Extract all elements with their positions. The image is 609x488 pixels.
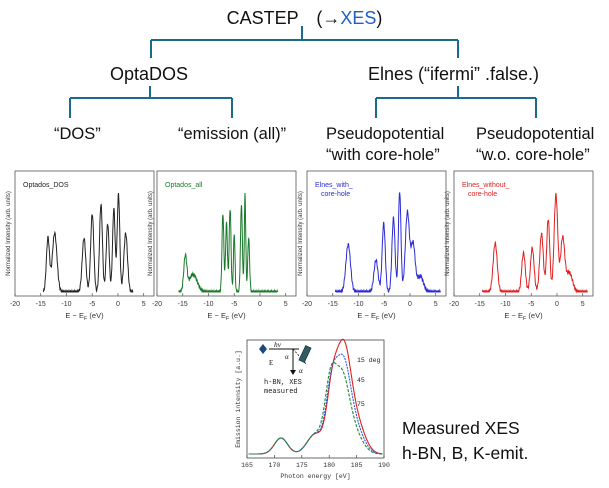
connector-root [150, 26, 459, 58]
measured-x-tick-label: 180 [323, 462, 335, 469]
hv-label: hv [274, 340, 282, 349]
angle-label-75: 75 [357, 401, 365, 408]
x-tick-label: -5 [528, 301, 534, 308]
measured-y-label: Emission intensity [a.u.] [235, 350, 242, 448]
panel-frame [306, 170, 447, 297]
x-tick-label: -20 [152, 301, 162, 308]
measured-x-tick-label: 190 [378, 462, 390, 469]
panel-3: -20 -15 -10 -5 0 5 E − EF (eV) Normalized Inten… [298, 170, 447, 322]
x-tick-label: -15 [475, 301, 485, 308]
panel-1: -20 -15 -10 -5 0 5 E − EF (eV) Normalized Inten… [6, 170, 155, 322]
x-tick-label: -5 [231, 301, 237, 308]
measured-x-tick-label: 175 [296, 462, 308, 469]
x-tick-label: 0 [408, 301, 412, 308]
measured-chart: 165 170 175 180 185 190 Photon energy [eV] Emis… [235, 338, 390, 480]
x-tick-label: 5 [581, 301, 585, 308]
panel-frame [453, 170, 594, 297]
x-tick-label: -5 [381, 301, 387, 308]
x-tick-label: 0 [116, 301, 120, 308]
sample-label-line1: h-BN, XES [264, 379, 302, 387]
x-tick-label: 0 [258, 301, 262, 308]
measured-series-3 [248, 362, 383, 455]
measured-x-tick-label: 165 [241, 462, 253, 469]
connector-lines [69, 26, 537, 118]
spectrum-curve [334, 191, 441, 294]
y-axis-label: Normalized Intensity (arb. units) [445, 191, 451, 276]
x-tick-label: 5 [284, 301, 288, 308]
panel-legend-line2: core-hole [468, 191, 497, 198]
x-tick-label: -10 [353, 301, 363, 308]
measured-x-label: Photon energy [eV] [280, 473, 350, 480]
optados-label: OptaDOS [110, 64, 189, 84]
x-tick-label: -20 [302, 301, 312, 308]
spectrum-curve [178, 192, 279, 294]
leaf-with-corehole-line1: Pseudopotential [326, 125, 445, 143]
x-tick-label: -10 [500, 301, 510, 308]
elnes-label: Elnes (“ifermi” .false.) [368, 64, 540, 84]
y-axis-label: Normalized Intensity (arb. units) [6, 191, 12, 276]
root-title: CASTEP (→XES) [226, 8, 383, 28]
alpha-label: α [285, 353, 289, 361]
x-tick-label: 0 [555, 301, 559, 308]
leaf-without-corehole-line1: Pseudopotential [476, 125, 595, 143]
x-axis-label: E − EF (eV) [207, 311, 246, 322]
leaf-with-corehole-line2: “with core-hole” [326, 146, 440, 164]
connector-elnes [375, 86, 537, 118]
panel-legend-line2: core-hole [321, 191, 350, 198]
x-tick-label: -10 [203, 301, 213, 308]
x-tick-label: 5 [434, 301, 438, 308]
geometry-inset: hv Eα α [259, 340, 312, 375]
sample-label-line2: measured [264, 388, 298, 396]
leaf-without-corehole-line2: “w.o. core-hole” [476, 146, 590, 164]
measured-series-2 [248, 353, 383, 455]
y-axis-label: Normalized Intensity (arb. units) [148, 191, 154, 276]
leaf-emission: “emission (all)” [178, 125, 287, 143]
alpha-label-2: α [299, 367, 303, 375]
x-tick-label: -20 [449, 301, 459, 308]
x-tick-label: -10 [61, 301, 71, 308]
panel-legend: Optados_all [165, 182, 203, 189]
measured-x-tick-label: 185 [351, 462, 363, 469]
side-note-line1: Measured XES [402, 418, 520, 438]
x-tick-label: -20 [10, 301, 20, 308]
x-axis-label: E − EF (eV) [504, 311, 543, 322]
angle-label-45: 45 [357, 377, 365, 384]
measured-x-tick-label: 170 [269, 462, 281, 469]
x-tick-label: -5 [89, 301, 95, 308]
x-tick-label: 5 [142, 301, 146, 308]
angle-label-15: 15 deg [357, 357, 381, 364]
side-note-line2: h-BN, B, K-emit. [402, 443, 529, 463]
panel-legend: Elnes_with_ [315, 182, 353, 189]
x-axis-label: E − EF (eV) [65, 311, 104, 322]
spectrum-curve [42, 192, 134, 293]
leaf-dos: “DOS” [54, 125, 101, 143]
connector-optados [69, 86, 233, 118]
root-accent: XES [340, 8, 377, 28]
panel-frame [14, 170, 155, 297]
y-axis-label: Normalized Intensity (arb. units) [298, 191, 304, 276]
panel-legend: Optados_DOS [23, 182, 69, 189]
panel-4: -20 -15 -10 -5 0 5 E − EF (eV) Normalized Inten… [445, 170, 594, 322]
detector-icon [298, 345, 312, 363]
x-tick-label: -15 [36, 301, 46, 308]
panel-legend: Elnes_without_ [462, 182, 510, 189]
x-axis-label: E − EF (eV) [357, 311, 396, 322]
e-label: E [269, 359, 273, 367]
panel-2: -20 -15 -10 -5 0 5 E − EF (eV) Normalized Inten… [148, 170, 297, 322]
spectrum-curve [481, 192, 588, 294]
sample-diamond-icon [259, 344, 267, 354]
x-tick-label: -15 [178, 301, 188, 308]
normal-arrow-head-icon [290, 370, 296, 375]
x-tick-label: -15 [328, 301, 338, 308]
